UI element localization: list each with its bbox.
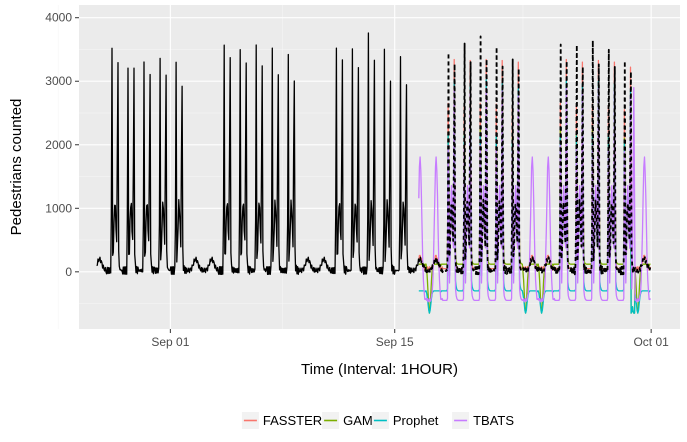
legend-label: GAM [343,413,373,428]
y-tick-label: 0 [65,265,72,279]
observed-layer [96,32,423,276]
axes-layer: 0 1000 2000 3000 4000 Sep 01 Sep 15 Oct 01 [45,11,669,349]
dashed-observed-layer [421,35,652,276]
legend-label: Prophet [393,413,439,428]
minor-gridlines [57,5,680,329]
y-tick-label: 2000 [45,138,72,152]
legend-item-prophet: Prophet [371,412,439,429]
y-axis-title: Pedestrians counted [8,99,25,236]
x-tick-label: Sep 15 [376,335,414,349]
legend-item-fasster: FASSTER [241,412,322,429]
legend-item-gam: GAM [322,412,373,429]
plot-panel [79,5,680,329]
legend-label: TBATS [473,413,514,428]
y-tick-label: 4000 [45,11,72,25]
legend-label: FASSTER [263,413,322,428]
x-axis-title: Time (Interval: 1HOUR) [301,361,458,378]
x-tick-label: Oct 01 [633,335,669,349]
x-tick-label: Sep 01 [151,335,189,349]
observed-line [96,32,423,276]
y-tick-label: 3000 [45,74,72,88]
series-line-tbats [418,86,652,303]
legend-item-tbats: TBATS [452,412,514,429]
observed-test-line [421,35,652,276]
legend: FASSTER GAM Prophet TBATS [241,412,514,429]
y-tick-label: 1000 [45,201,72,215]
